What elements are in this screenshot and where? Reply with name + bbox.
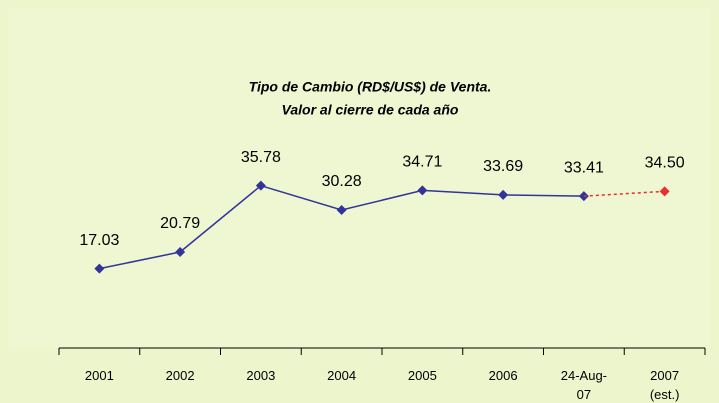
x-tick-label: 2001 [84, 368, 114, 383]
x-tick-label: 2006 [488, 368, 518, 383]
point-marker [659, 186, 670, 197]
point-marker [94, 263, 105, 274]
x-tick-label: 2003 [246, 368, 276, 383]
x-tick-label: 2007 (est.) [649, 368, 680, 402]
point-marker [498, 189, 509, 200]
chart-title: Tipo de Cambio (RD$/US$) de Venta. [249, 79, 492, 95]
x-tick-label: 2004 [327, 368, 357, 383]
data-label: 17.03 [79, 232, 119, 249]
point-marker [336, 205, 347, 216]
connector [583, 190, 665, 197]
data-label: 30.28 [322, 173, 362, 190]
point-marker [417, 185, 428, 196]
data-label: 33.69 [483, 158, 523, 175]
chart-subtitle: Valor al cierre de cada año [282, 102, 459, 118]
point-marker [175, 247, 186, 258]
x-tick-label: 2002 [165, 368, 195, 383]
data-label: 35.78 [241, 149, 281, 166]
point-marker [255, 180, 266, 191]
x-tick-label: 24-Aug-07 [560, 368, 607, 402]
data-label: 34.50 [645, 155, 685, 172]
data-label: 20.79 [160, 215, 200, 232]
plot-area [8, 8, 711, 348]
data-label: 33.41 [564, 159, 604, 176]
x-tick-label: 2005 [407, 368, 437, 383]
data-label: 34.71 [402, 154, 442, 171]
